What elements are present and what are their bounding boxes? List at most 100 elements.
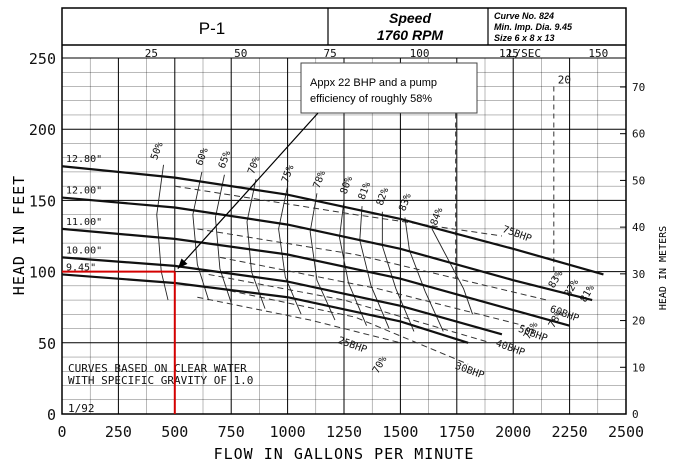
x-tick-label: 2250 — [552, 423, 588, 441]
impeller-label: 12.00" — [66, 186, 102, 197]
efficiency-label: 82% — [375, 186, 392, 207]
note-line-2: WITH SPECIFIC GRAVITY OF 1.0 — [68, 374, 253, 387]
top-tick-label: 75 — [324, 47, 337, 60]
x-tick-label: 1750 — [439, 423, 475, 441]
right-tick-label: 20 — [632, 315, 645, 328]
impeller-label: 12.80" — [66, 154, 102, 165]
bhp-line — [197, 228, 548, 301]
right-tick-label: 70 — [632, 81, 645, 94]
efficiency-label: 80% — [339, 175, 356, 196]
impeller-label: 9.45" — [66, 262, 96, 273]
annotation-callout: Appx 22 BHP and a pump efficiency of rou… — [177, 62, 478, 270]
y-tick-label: 150 — [29, 192, 56, 210]
top-axis-unit: L/SEC — [508, 47, 541, 60]
bhp-label: 25BHP — [336, 335, 368, 356]
efficiency-label: 70% — [246, 155, 263, 176]
bhp-label: 30BHP — [454, 361, 486, 382]
y-tick-label: 200 — [29, 121, 56, 139]
x-tick-label: 750 — [218, 423, 245, 441]
annotation-text-line-2: efficiency of roughly 58% — [310, 93, 432, 105]
bhp-line — [174, 185, 502, 237]
efficiency-label: 83% — [547, 269, 566, 290]
x-tick-label: 250 — [105, 423, 132, 441]
efficiency-contour — [214, 174, 232, 304]
grid — [61, 57, 627, 415]
pump-size: Size 6 x 8 x 13 — [494, 33, 555, 43]
impeller-curves: 12.80" 12.00" 11.00" 10.00" 9.45" — [61, 154, 604, 344]
impeller-curve — [61, 273, 469, 344]
y-axis: 0 50 100 150 200 250 — [29, 50, 56, 424]
efficiency-label: 81% — [357, 181, 374, 202]
x-tick-label: 2500 — [608, 423, 644, 441]
x-tick-label: 500 — [161, 423, 188, 441]
bhp-line — [208, 273, 491, 344]
efficiency-contour — [381, 211, 415, 332]
curve-number: Curve No. 824 — [494, 11, 554, 21]
top-tick-label: 100 — [410, 47, 430, 60]
bhp-line — [197, 296, 401, 344]
x-tick-label: 0 — [57, 423, 66, 441]
impeller-label: 11.00" — [66, 217, 102, 228]
efficiency-label: 50% — [149, 141, 166, 162]
x-tick-label: 1500 — [382, 423, 418, 441]
date-code: 1/92 — [68, 402, 95, 415]
annotation-arrow-line — [177, 112, 319, 270]
title-block: P-1 Speed 1760 RPM Curve No. 824 Min. Im… — [62, 8, 626, 46]
right-tick-label: 50 — [632, 174, 645, 187]
efficiency-contour — [246, 178, 266, 309]
x-tick-label: 1000 — [270, 423, 306, 441]
right-axis-meters: 0102030405060701520 — [455, 74, 645, 421]
right-axis-title: HEAD IN METERS — [658, 226, 669, 310]
bhp-line — [219, 256, 525, 327]
y-tick-label: 100 — [29, 264, 56, 282]
efficiency-contour — [192, 171, 210, 301]
efficiency-contours: 50% 60% 65% 70% 75% 78% 80% 81% 82% 83%84%83%82%8… — [149, 141, 597, 376]
impeller-curve — [61, 196, 593, 302]
speed-label: Speed — [389, 10, 431, 26]
annotation-text-line-1: Appx 22 BHP and a pump — [310, 77, 437, 89]
efficiency-contour — [156, 164, 169, 301]
top-tick-label: 25 — [145, 47, 158, 60]
note-line-1: CURVES BASED ON CLEAR WATER — [68, 362, 247, 375]
annotation-arrow-head — [177, 258, 188, 269]
bhp-label: 75BHP — [501, 224, 533, 245]
top-tick-label: 125 — [499, 47, 519, 60]
speed-value: 1760 RPM — [377, 27, 443, 43]
npsh-label: 20 — [558, 74, 571, 87]
pump-name: P-1 — [199, 19, 225, 38]
min-impeller-diameter: Min. Imp. Dia. 9.45 — [494, 22, 573, 32]
y-tick-label: 250 — [29, 50, 56, 68]
efficiency-contour — [359, 206, 390, 329]
bhp-label: 40BHP — [494, 338, 526, 359]
impeller-curve — [61, 256, 503, 336]
efficiency-label: 60% — [194, 147, 211, 168]
efficiency-label: 84% — [429, 206, 446, 227]
efficiency-contour — [339, 200, 367, 326]
y-tick-label: 0 — [47, 406, 56, 424]
right-tick-label: 60 — [632, 128, 645, 141]
right-tick-label: 30 — [632, 268, 645, 281]
efficiency-label: 75% — [280, 164, 297, 185]
impeller-label: 10.00" — [66, 245, 102, 256]
right-tick-label: 40 — [632, 221, 645, 234]
annotation-box — [300, 62, 478, 114]
y-tick-label: 50 — [38, 335, 56, 353]
efficiency-contour — [309, 193, 336, 321]
efficiency-contour — [431, 228, 474, 315]
impeller-curve — [61, 227, 570, 327]
x-axis: 0 250 500 750 1000 1250 1500 1750 2000 2250 2500 — [57, 423, 644, 441]
top-tick-label: 150 — [588, 47, 608, 60]
right-tick-label: 0 — [632, 408, 639, 421]
impeller-curve — [61, 165, 604, 276]
efficiency-label: 81% — [578, 283, 597, 304]
x-axis-title: FLOW IN GALLONS PER MINUTE — [214, 445, 475, 463]
efficiency-label: 83% — [397, 192, 414, 213]
top-tick-label: 50 — [234, 47, 247, 60]
right-tick-label: 10 — [632, 361, 645, 374]
y-axis-title: HEAD IN FEET — [10, 175, 28, 295]
efficiency-label: 70% — [371, 354, 390, 375]
efficiency-label: 78% — [312, 169, 329, 190]
operating-point-highlight — [62, 270, 176, 414]
x-tick-label: 2000 — [495, 423, 531, 441]
